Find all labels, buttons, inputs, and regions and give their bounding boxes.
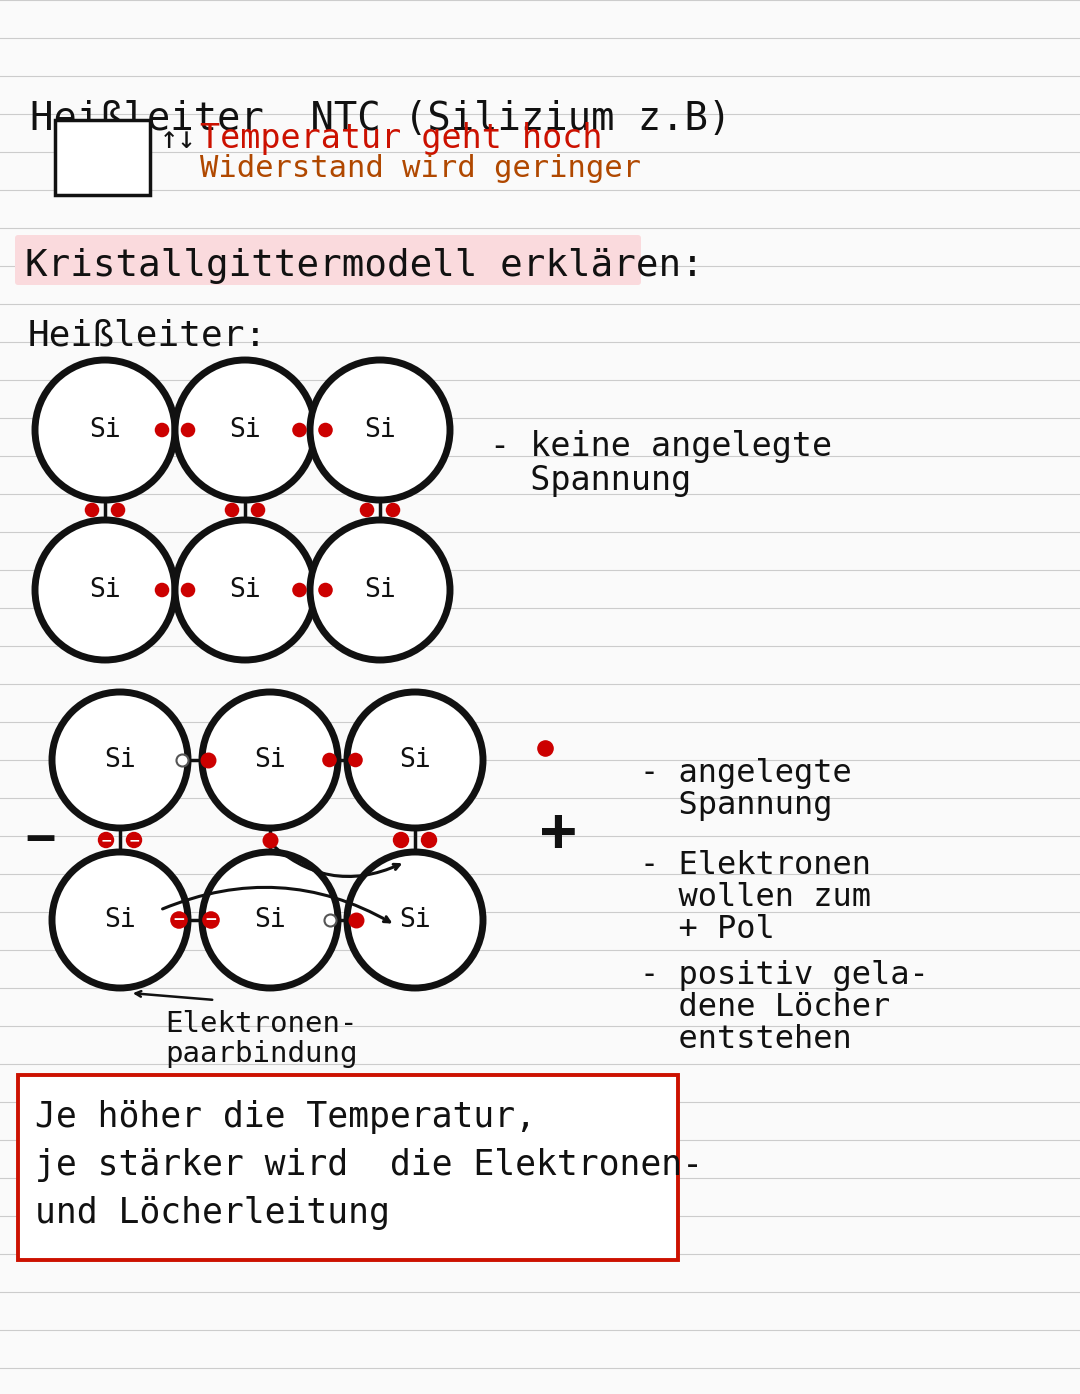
Text: je stärker wird  die Elektronen-: je stärker wird die Elektronen- bbox=[35, 1149, 703, 1182]
Ellipse shape bbox=[310, 520, 450, 659]
Point bbox=[316, 579, 334, 601]
Point bbox=[420, 829, 437, 852]
Text: −: − bbox=[173, 913, 186, 927]
Point bbox=[171, 909, 188, 931]
Point bbox=[249, 499, 267, 521]
Text: Temperatur geht hoch: Temperatur geht hoch bbox=[200, 123, 603, 155]
Ellipse shape bbox=[202, 852, 338, 988]
Text: Spannung: Spannung bbox=[640, 790, 833, 821]
Point bbox=[321, 909, 338, 931]
Text: - positiv gela-: - positiv gela- bbox=[640, 960, 929, 991]
Text: Spannung: Spannung bbox=[490, 464, 691, 498]
Point bbox=[261, 829, 279, 852]
Text: Elektronen-: Elektronen- bbox=[165, 1011, 357, 1039]
Ellipse shape bbox=[347, 691, 483, 828]
Text: −: − bbox=[129, 834, 139, 848]
Point bbox=[291, 579, 308, 601]
Text: Si: Si bbox=[364, 417, 396, 443]
Text: Si: Si bbox=[400, 907, 431, 933]
Ellipse shape bbox=[52, 852, 188, 988]
FancyBboxPatch shape bbox=[15, 236, 642, 284]
Text: Je höher die Temperatur,: Je höher die Temperatur, bbox=[35, 1100, 536, 1133]
Text: dene Löcher: dene Löcher bbox=[640, 993, 890, 1023]
Point bbox=[109, 499, 126, 521]
Point bbox=[174, 749, 191, 771]
Text: Si: Si bbox=[254, 747, 286, 774]
Text: Heißleiter:: Heißleiter: bbox=[28, 318, 267, 353]
Text: Si: Si bbox=[229, 417, 261, 443]
Point bbox=[347, 749, 364, 771]
Text: wollen zum: wollen zum bbox=[640, 882, 870, 913]
Text: Si: Si bbox=[104, 747, 136, 774]
Bar bbox=[55, 120, 150, 195]
Text: + Pol: + Pol bbox=[640, 914, 774, 945]
Point bbox=[347, 909, 364, 931]
Point bbox=[359, 499, 376, 521]
Point bbox=[83, 499, 100, 521]
Point bbox=[179, 579, 197, 601]
Point bbox=[200, 749, 217, 771]
Point bbox=[384, 499, 402, 521]
Text: −: − bbox=[25, 815, 55, 864]
Text: Si: Si bbox=[254, 907, 286, 933]
Point bbox=[125, 829, 143, 852]
Point bbox=[224, 499, 241, 521]
Text: Heißleiter  NTC (Silizium z.B): Heißleiter NTC (Silizium z.B) bbox=[30, 100, 731, 138]
Text: Si: Si bbox=[104, 907, 136, 933]
Text: - angelegte: - angelegte bbox=[640, 758, 852, 789]
Text: und Löcherleitung: und Löcherleitung bbox=[35, 1196, 390, 1230]
Ellipse shape bbox=[35, 360, 175, 500]
Text: ↑↓: ↑↓ bbox=[160, 125, 197, 153]
Text: paarbindung: paarbindung bbox=[165, 1040, 357, 1068]
Text: entstehen: entstehen bbox=[640, 1025, 852, 1055]
Bar bbox=[18, 1075, 678, 1260]
Text: −: − bbox=[100, 834, 112, 848]
Point bbox=[316, 418, 334, 441]
Text: Si: Si bbox=[229, 577, 261, 604]
Point bbox=[179, 418, 197, 441]
Text: - keine angelegte: - keine angelegte bbox=[490, 429, 832, 463]
Text: +: + bbox=[540, 806, 577, 864]
Text: Si: Si bbox=[90, 577, 121, 604]
Ellipse shape bbox=[202, 691, 338, 828]
Ellipse shape bbox=[175, 520, 315, 659]
Text: −: − bbox=[204, 913, 217, 927]
Point bbox=[321, 749, 338, 771]
Point bbox=[537, 737, 554, 760]
Text: Si: Si bbox=[400, 747, 431, 774]
Ellipse shape bbox=[347, 852, 483, 988]
Text: Si: Si bbox=[364, 577, 396, 604]
Ellipse shape bbox=[35, 520, 175, 659]
Text: - Elektronen: - Elektronen bbox=[640, 850, 870, 881]
Point bbox=[392, 829, 409, 852]
Text: Kristallgittermodell erklären:: Kristallgittermodell erklären: bbox=[25, 248, 704, 284]
Text: Si: Si bbox=[90, 417, 121, 443]
Ellipse shape bbox=[52, 691, 188, 828]
Point bbox=[153, 579, 171, 601]
Point bbox=[291, 418, 308, 441]
Point bbox=[97, 829, 114, 852]
Text: Widerstand wird geringer: Widerstand wird geringer bbox=[200, 153, 642, 183]
Ellipse shape bbox=[310, 360, 450, 500]
Point bbox=[153, 418, 171, 441]
Ellipse shape bbox=[175, 360, 315, 500]
Point bbox=[202, 909, 219, 931]
